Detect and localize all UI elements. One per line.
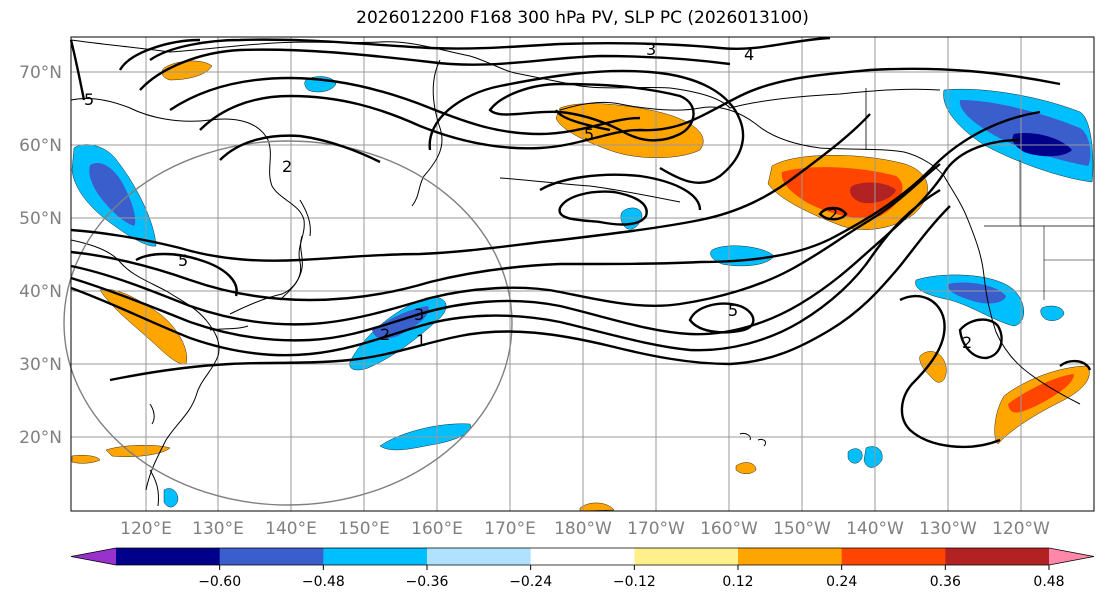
lat-label: 50°N [19, 209, 62, 229]
colorbar-segment [634, 548, 739, 565]
colorbar-segment [530, 548, 635, 565]
colorbar-tick-label: 0.24 [826, 574, 857, 590]
map-frame [70, 36, 1095, 512]
contour-label: 5 [728, 301, 738, 320]
colorbar-tick-label: 0.36 [930, 574, 961, 590]
positive-anomaly-southeast-core [1008, 374, 1074, 413]
contour-label: 5 [84, 90, 94, 109]
lon-label: 130°W [919, 519, 977, 539]
contour-label: 2 [380, 325, 390, 344]
negative-anomaly-south-small [847, 446, 883, 468]
colorbar-segment [738, 548, 843, 565]
graticule [71, 37, 1094, 511]
colorbar-tick-label: −0.48 [302, 574, 345, 590]
negative-anomaly-us-west [915, 274, 1024, 327]
colorbar-segment [323, 548, 428, 565]
contour-labels: 3 4 5 2 5 5 5 3 2 1 2 2 [84, 40, 972, 352]
colorbar-arrow-left [71, 548, 116, 565]
contour-label: 2 [828, 205, 838, 224]
range-circle [63, 140, 513, 506]
lat-label: 70°N [19, 63, 62, 83]
colorbar-segment [945, 548, 1050, 565]
lat-label: 20°N [19, 428, 62, 448]
lon-label: 140°W [846, 519, 904, 539]
lon-label: 120°E [120, 519, 172, 539]
coastlines [70, 39, 1094, 507]
positive-anomaly-gulf-alaska-core [781, 167, 903, 219]
longitude-labels: 120°E 130°E 140°E 150°E 160°E 170°E 180°… [120, 519, 1050, 539]
lon-label: 130°E [192, 519, 244, 539]
colorbar-segment [427, 548, 532, 565]
contour-label: 3 [646, 40, 656, 59]
negative-anomaly-us-west-core [947, 282, 1006, 304]
lon-label: 150°W [773, 519, 831, 539]
colorbar-tick-label: −0.24 [509, 574, 552, 590]
contour-label: 5 [584, 125, 594, 144]
colorbar-tick-label: 0.12 [722, 574, 753, 590]
positive-anomaly-tropical-west2 [71, 455, 101, 464]
lon-label: 160°W [700, 519, 758, 539]
lon-label: 170°E [484, 519, 536, 539]
lon-label: 170°W [627, 519, 685, 539]
colorbar-tick-label: −0.12 [613, 574, 656, 590]
colorbar-segment [219, 548, 324, 565]
lon-label: 140°E [265, 519, 317, 539]
colorbar-outline [70, 547, 1095, 566]
lon-label: 180°W [554, 519, 612, 539]
colorbar-segment [841, 548, 946, 565]
positive-anomaly-south [579, 502, 615, 512]
colorbar-segment [116, 548, 221, 565]
colorbar-tick-label: −0.60 [198, 574, 241, 590]
contour-label: 1 [416, 331, 426, 350]
lon-label: 120°W [992, 519, 1050, 539]
lon-label: 160°E [411, 519, 463, 539]
positive-anomaly-gulf-alaska-deep [850, 182, 896, 204]
colorbar-arrow-right [1049, 548, 1094, 565]
lat-label: 40°N [19, 282, 62, 302]
slp-contours [69, 36, 1092, 449]
contour-label: 3 [414, 305, 424, 324]
map-content: 3 4 5 2 5 5 5 3 2 1 2 2 [63, 36, 1094, 512]
lat-label: 30°N [19, 355, 62, 375]
contour-label: 5 [178, 251, 188, 270]
lon-label: 150°E [338, 519, 390, 539]
negative-anomaly-philippines [163, 488, 179, 508]
colorbar-tick-label: −0.36 [406, 574, 449, 590]
positive-anomaly-subtropical [919, 351, 947, 383]
latitude-labels: 70°N 60°N 50°N 40°N 30°N 20°N [19, 63, 62, 448]
contour-label: 4 [744, 45, 754, 64]
negative-anomaly-kuroshio-core [372, 306, 429, 339]
positive-anomaly-tropical-west [105, 445, 171, 457]
negative-anomaly-small-east [1040, 305, 1065, 321]
map-title: 2026012200 F168 300 hPa PV, SLP PC (2026… [356, 8, 809, 28]
colorbar: −0.60 −0.48 −0.36 −0.24 −0.12 0.12 0.24 0.36 0.4… [70, 547, 1095, 590]
negative-anomaly-west-core [89, 162, 136, 226]
lat-label: 60°N [19, 136, 62, 156]
positive-anomaly-hawaii [735, 462, 757, 474]
colorbar-tick-label: 0.48 [1033, 574, 1064, 590]
contour-label: 2 [962, 333, 972, 352]
contour-label: 2 [282, 157, 292, 176]
